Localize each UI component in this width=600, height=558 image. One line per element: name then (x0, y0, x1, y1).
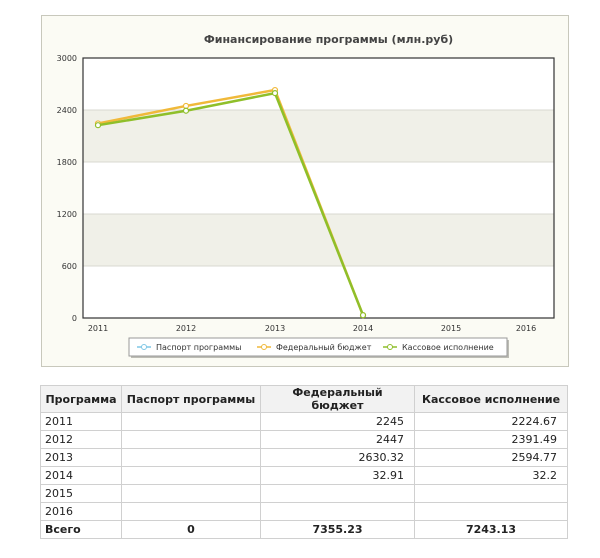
data-point (359, 312, 367, 319)
table-header-row: Программа Паспорт программы Федеральный … (40, 385, 568, 413)
y-tick-label: 0 (72, 314, 77, 323)
cell-federal: 2630.32 (260, 448, 415, 467)
cell-passport (121, 430, 261, 449)
x-tick-label: 2013 (265, 324, 285, 333)
table-row: 2014 32.91 32.2 (40, 466, 568, 485)
line-chart: Финансирование программы (млн.руб) 0 600 12… (57, 33, 555, 358)
cell-passport (121, 484, 261, 503)
cell-cash: 2594.77 (414, 448, 568, 467)
col-header-cash: Кассовое исполнение (414, 385, 568, 413)
cell-federal (260, 502, 415, 521)
cell-passport (121, 448, 261, 467)
cell-cash (414, 484, 568, 503)
table-row: 2016 (40, 502, 568, 521)
table-row: 2015 (40, 484, 568, 503)
cell-year: 2015 (40, 484, 122, 503)
y-tick-label: 3000 (57, 54, 77, 63)
cell-year: 2012 (40, 430, 122, 449)
legend-marker (261, 344, 267, 350)
col-header-federal: Федеральный бюджет (260, 385, 415, 413)
legend-label: Федеральный бюджет (276, 343, 372, 352)
y-tick-label: 2400 (57, 106, 77, 115)
cell-year: 2014 (40, 466, 122, 485)
cell-passport (121, 502, 261, 521)
cell-cash: 32.2 (414, 466, 568, 485)
x-tick-label: 2012 (176, 324, 196, 333)
legend-marker (387, 344, 393, 350)
legend-marker (141, 344, 147, 350)
cell-year: 2016 (40, 502, 122, 521)
funding-table: Программа Паспорт программы Федеральный … (40, 385, 568, 539)
cell-passport (121, 412, 261, 431)
cell-year: 2011 (40, 412, 122, 431)
cell-year: 2013 (40, 448, 122, 467)
cell-federal (260, 484, 415, 503)
y-tick-label: 600 (62, 262, 77, 271)
legend-label: Паспорт программы (156, 343, 242, 352)
y-tick-label: 1800 (57, 158, 77, 167)
x-tick-label: 2011 (88, 324, 108, 333)
cell-cash: 2224.67 (414, 412, 568, 431)
grid-band (83, 214, 554, 266)
chart-panel: Финансирование программы (млн.руб) 0 600 12… (41, 15, 569, 367)
x-tick-label: 2015 (441, 324, 461, 333)
data-point (94, 122, 102, 129)
x-tick-label: 2016 (516, 324, 536, 333)
plot-border (82, 57, 555, 319)
data-point (182, 107, 190, 114)
table-row: 2013 2630.32 2594.77 (40, 448, 568, 467)
table-total-row: Всего 0 7355.23 7243.13 (40, 520, 568, 539)
grid-band (83, 58, 554, 110)
col-header-passport: Паспорт программы (121, 385, 261, 413)
cell-federal: 2245 (260, 412, 415, 431)
cell-cash (414, 502, 568, 521)
cell-total-cash: 7243.13 (414, 520, 568, 539)
cell-total-label: Всего (40, 520, 122, 539)
table-row: 2012 2447 2391.49 (40, 430, 568, 449)
cell-passport (121, 466, 261, 485)
cell-total-passport: 0 (121, 520, 261, 539)
legend-label: Кассовое исполнение (402, 343, 494, 352)
cell-federal: 32.91 (260, 466, 415, 485)
col-header-program: Программа (40, 385, 122, 413)
table-row: 2011 2245 2224.67 (40, 412, 568, 431)
y-tick-label: 1200 (57, 210, 77, 219)
cell-total-federal: 7355.23 (260, 520, 415, 539)
x-tick-label: 2014 (353, 324, 373, 333)
cell-federal: 2447 (260, 430, 415, 449)
data-point (271, 90, 279, 97)
series-line (97, 91, 365, 316)
chart-title: Финансирование программы (млн.руб) (204, 33, 453, 46)
grid-band (83, 266, 554, 318)
cell-cash: 2391.49 (414, 430, 568, 449)
grid-band (83, 110, 554, 162)
legend-box (128, 337, 508, 357)
